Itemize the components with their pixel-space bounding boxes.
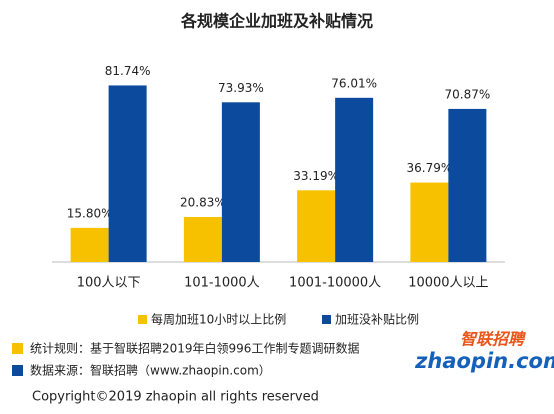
copyright: Copyright©2019 zhaopin all rights reserv… (32, 390, 319, 405)
legend-label: 每周加班10小时以上比例 (151, 312, 286, 327)
value-label: 76.01% (331, 76, 377, 90)
legend-label: 加班没补贴比例 (335, 312, 419, 327)
bar (448, 108, 487, 262)
value-label: 73.93% (218, 81, 264, 95)
bar (70, 227, 109, 262)
value-label: 33.19% (293, 169, 339, 183)
bar (221, 102, 260, 262)
bar (183, 217, 222, 262)
value-label: 20.83% (180, 196, 226, 210)
bar (410, 182, 449, 262)
bar (108, 85, 147, 263)
footer-icon (12, 365, 23, 376)
x-tick-label: 100人以下 (77, 276, 141, 291)
footer-source: 数据来源：智联招聘（www.zhaopin.com） (30, 363, 271, 378)
value-label: 70.87% (444, 87, 490, 101)
legend-swatch (322, 315, 331, 324)
logo-cn: 智联招聘 (460, 330, 527, 349)
x-tick-label: 10000人以上 (408, 276, 488, 291)
value-label: 36.79% (406, 161, 452, 175)
chart-title: 各规模企业加班及补贴情况 (180, 12, 373, 31)
x-tick-label: 101-1000人 (184, 276, 260, 291)
bar (335, 97, 374, 263)
legend-swatch (138, 315, 147, 324)
footer-rule: 统计规则：基于智联招聘2019年白领996工作制专题调研数据 (30, 341, 359, 356)
value-label: 81.74% (105, 64, 151, 78)
footer-icon (12, 343, 23, 354)
bar (297, 190, 336, 262)
x-tick-label: 1001-10000人 (289, 276, 381, 291)
logo-en: zhaopin.com (414, 349, 554, 373)
value-label: 15.80% (67, 206, 113, 220)
